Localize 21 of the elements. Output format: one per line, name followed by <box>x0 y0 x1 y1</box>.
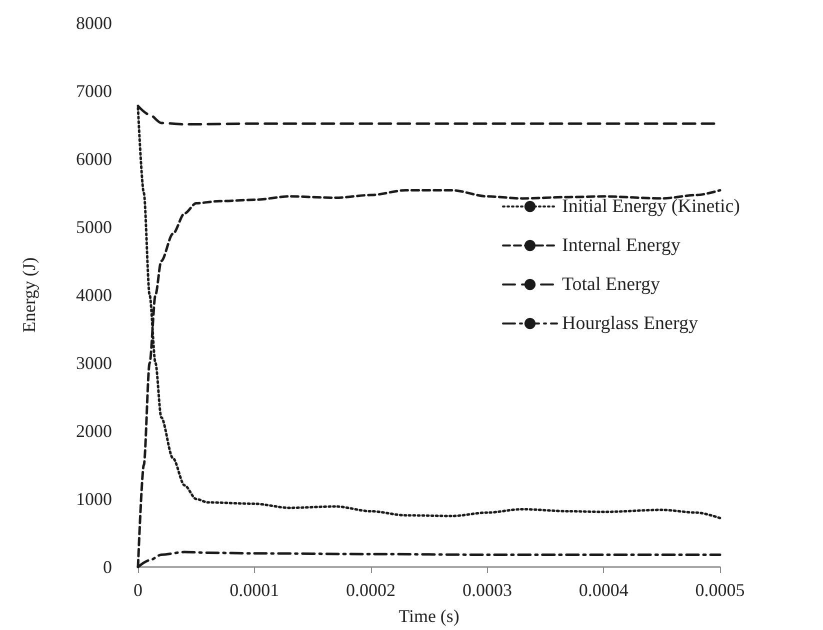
y-tick-label: 4000 <box>76 285 112 305</box>
y-tick-label: 8000 <box>76 13 112 33</box>
x-tick-label: 0.0001 <box>230 580 280 600</box>
x-tick-label: 0 <box>134 580 142 600</box>
legend-label: Hourglass Energy <box>562 313 698 334</box>
y-tick-label: 0 <box>103 557 112 577</box>
legend-label: Initial Energy (Kinetic) <box>562 196 740 217</box>
x-tick-label: 0.0003 <box>462 580 512 600</box>
y-tick-label: 7000 <box>76 81 112 101</box>
y-tick-label: 1000 <box>76 489 112 509</box>
y-tick-label: 5000 <box>76 217 112 237</box>
y-tick-label: 6000 <box>76 149 112 169</box>
x-axis-title: Time (s) <box>398 606 460 626</box>
y-axis-title: Energy (J) <box>19 257 39 333</box>
x-tick-label: 0.0004 <box>578 580 628 600</box>
y-tick-label: 2000 <box>76 421 112 441</box>
x-tick-label: 0.0005 <box>695 580 745 600</box>
legend-label: Total Energy <box>562 274 661 295</box>
y-tick-label: 3000 <box>76 353 112 373</box>
x-tick-label: 0.0002 <box>346 580 396 600</box>
legend-label: Internal Energy <box>562 235 681 256</box>
